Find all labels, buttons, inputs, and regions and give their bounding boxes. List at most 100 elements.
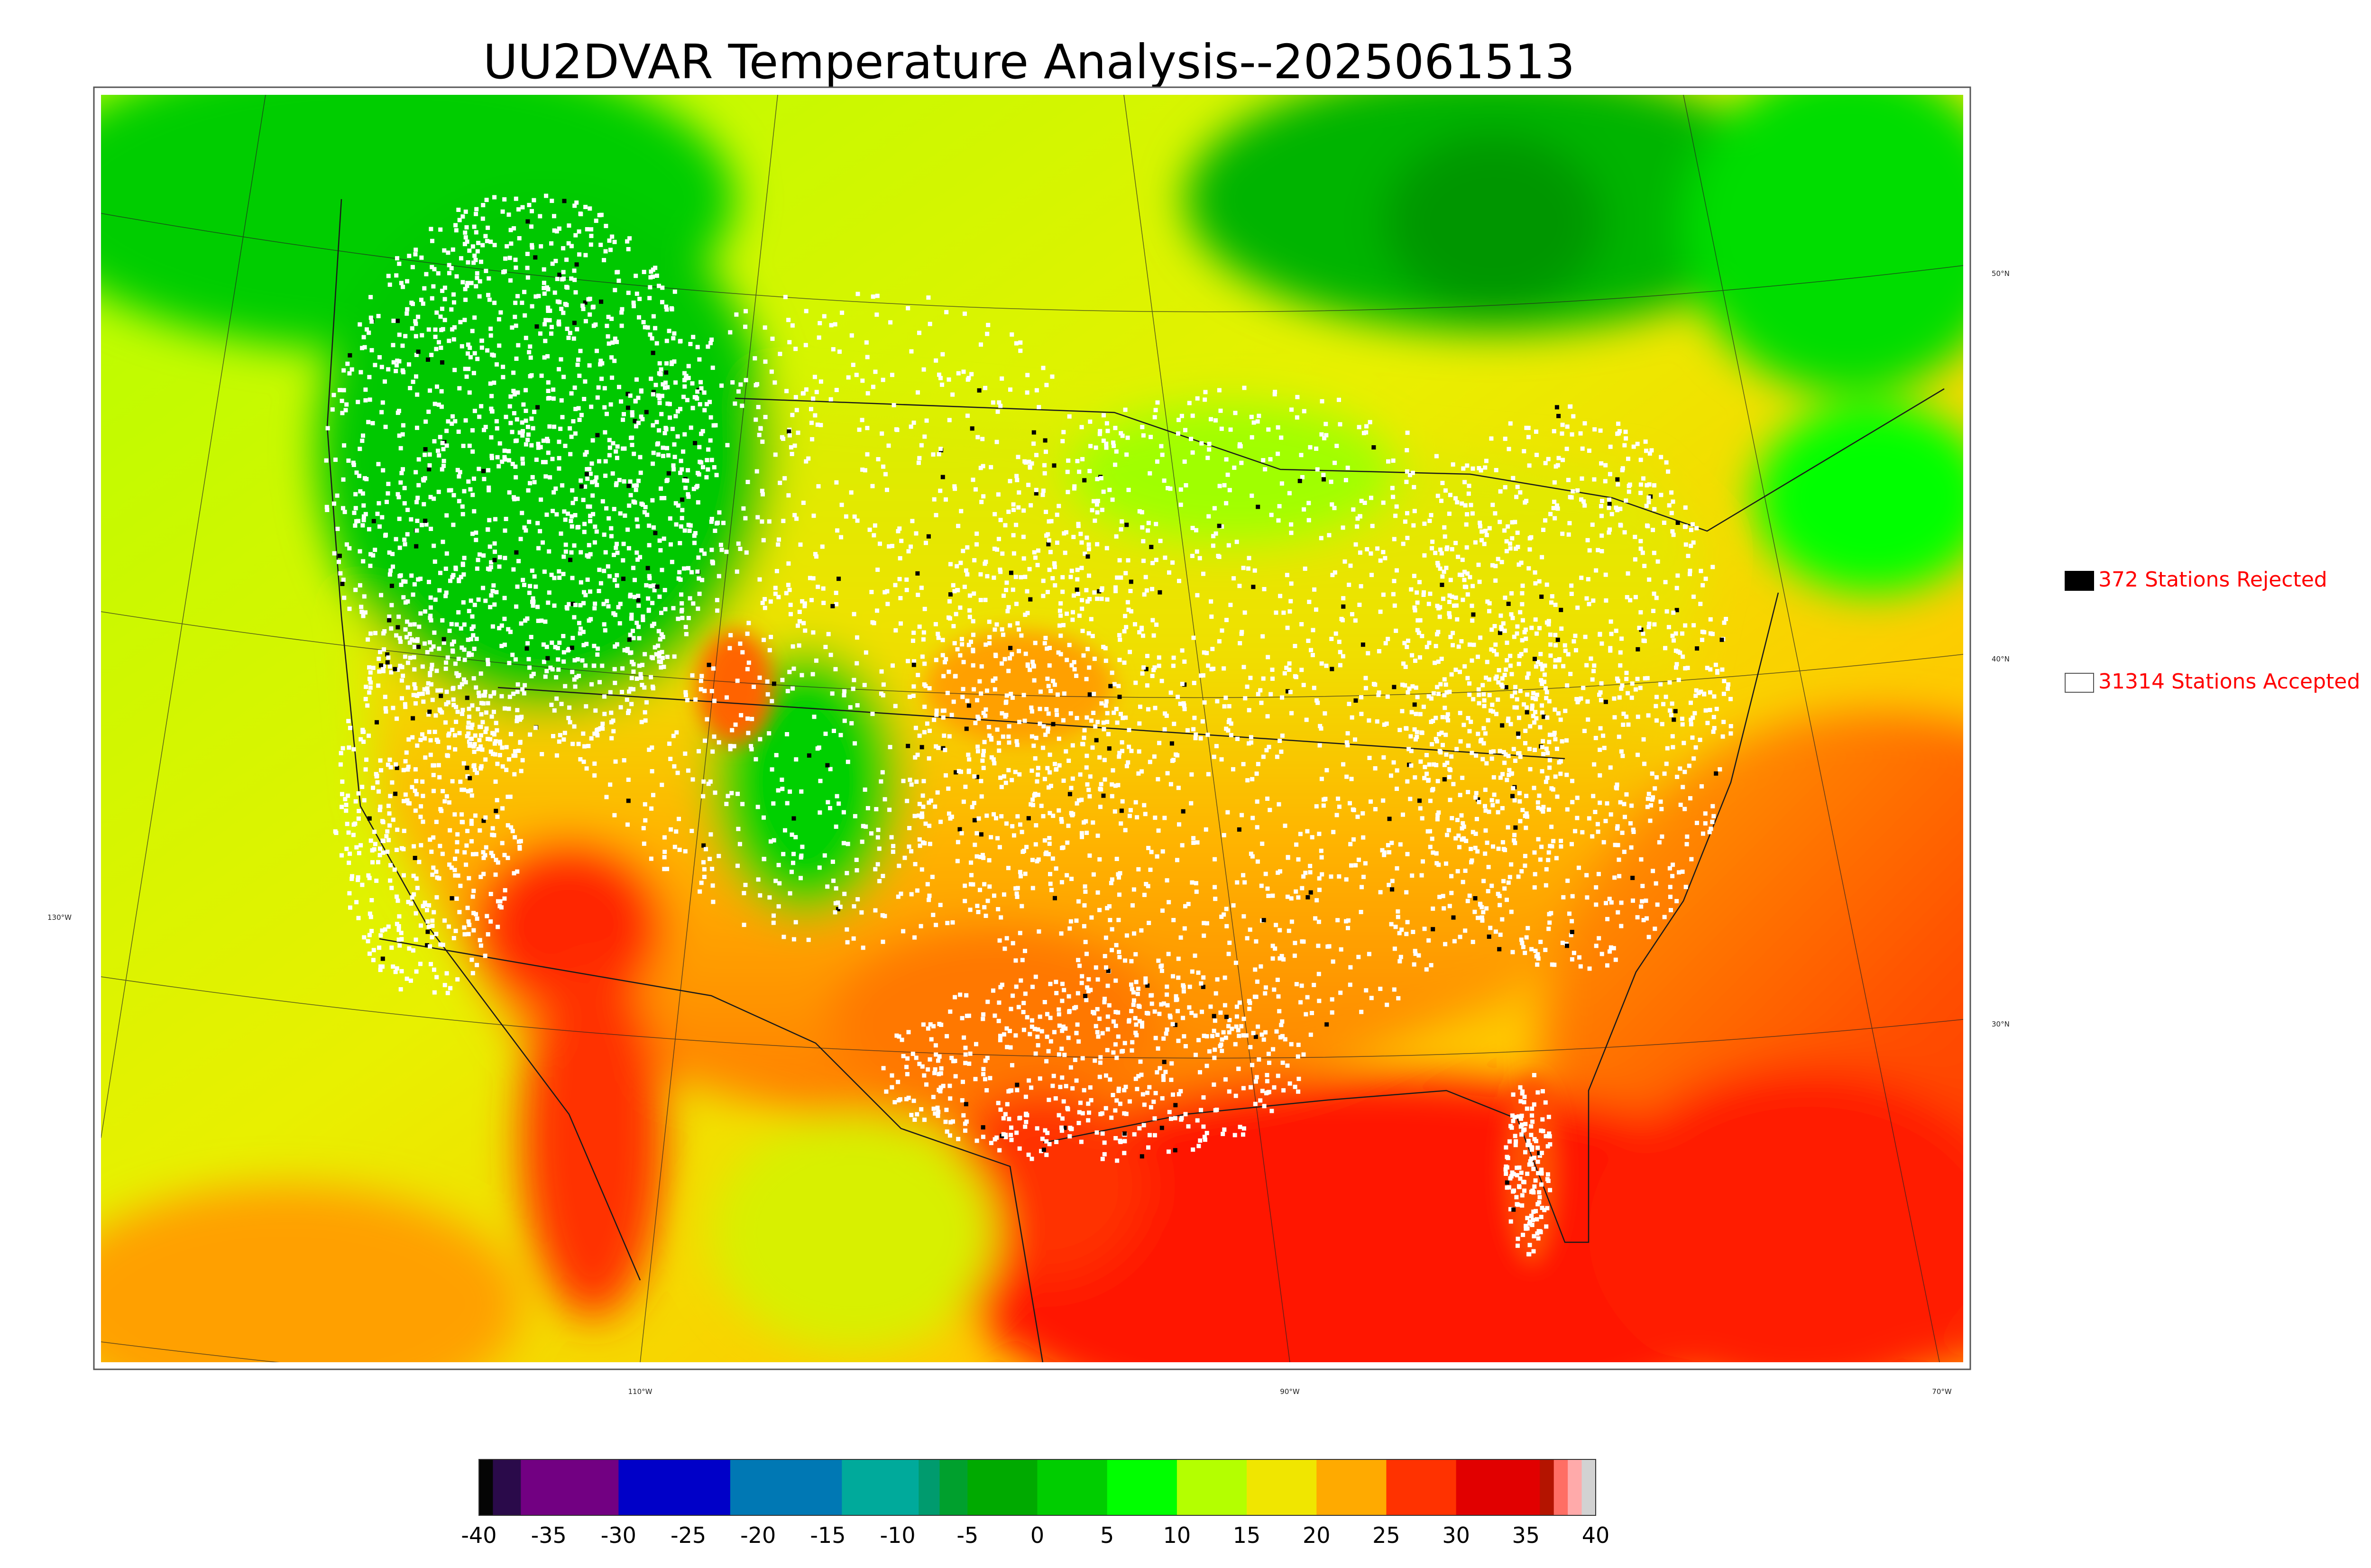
station-marker bbox=[1210, 647, 1215, 651]
station-marker bbox=[547, 396, 551, 400]
station-marker bbox=[1499, 627, 1504, 632]
station-marker bbox=[1422, 926, 1427, 931]
station-marker bbox=[1552, 731, 1557, 735]
station-marker bbox=[1294, 889, 1298, 894]
station-marker bbox=[983, 714, 988, 718]
station-marker bbox=[940, 352, 945, 357]
station-marker bbox=[1484, 675, 1488, 680]
station-marker bbox=[922, 1073, 927, 1078]
station-marker bbox=[1046, 726, 1050, 731]
station-marker bbox=[767, 895, 772, 900]
station-marker bbox=[1611, 946, 1616, 951]
station-marker bbox=[484, 268, 488, 273]
station-marker bbox=[1084, 753, 1089, 758]
station-marker bbox=[1506, 524, 1510, 529]
station-marker bbox=[1599, 681, 1604, 686]
station-marker bbox=[1053, 583, 1057, 587]
station-marker bbox=[481, 203, 486, 208]
station-marker bbox=[1295, 415, 1299, 420]
station-marker bbox=[1133, 680, 1138, 685]
station-marker bbox=[1276, 425, 1280, 430]
station-marker bbox=[401, 423, 405, 428]
station-marker bbox=[1515, 631, 1519, 636]
station-marker bbox=[760, 440, 765, 444]
station-marker bbox=[1551, 787, 1555, 792]
station-marker bbox=[1180, 648, 1185, 653]
station-marker bbox=[875, 293, 880, 298]
station-marker bbox=[1066, 759, 1071, 763]
station-marker bbox=[1619, 686, 1624, 691]
station-marker bbox=[340, 582, 345, 586]
station-marker bbox=[582, 530, 587, 534]
station-marker bbox=[1255, 825, 1259, 830]
station-marker bbox=[530, 569, 534, 573]
station-marker bbox=[1233, 1093, 1238, 1098]
station-marker bbox=[1462, 585, 1467, 589]
station-marker bbox=[1431, 787, 1435, 791]
station-marker bbox=[882, 797, 887, 802]
station-marker bbox=[483, 425, 488, 429]
station-marker bbox=[1265, 714, 1270, 719]
station-marker bbox=[562, 199, 567, 203]
station-marker bbox=[1204, 1064, 1209, 1068]
station-marker bbox=[1139, 928, 1144, 933]
station-marker bbox=[1500, 840, 1505, 844]
station-marker bbox=[651, 793, 655, 798]
station-marker bbox=[1462, 480, 1467, 485]
station-marker bbox=[909, 544, 913, 549]
station-marker bbox=[1591, 794, 1596, 798]
station-marker bbox=[1584, 596, 1589, 601]
station-marker bbox=[1057, 623, 1062, 628]
station-marker bbox=[1487, 609, 1491, 614]
station-marker bbox=[1015, 621, 1020, 626]
station-marker bbox=[1505, 898, 1509, 902]
station-marker bbox=[673, 501, 678, 505]
station-marker bbox=[512, 392, 517, 397]
station-marker bbox=[815, 422, 820, 427]
station-marker bbox=[521, 402, 526, 407]
station-marker bbox=[1084, 819, 1088, 824]
station-marker bbox=[472, 409, 477, 413]
station-marker bbox=[1404, 479, 1409, 484]
station-marker bbox=[1546, 622, 1551, 627]
station-marker bbox=[606, 334, 610, 339]
station-marker bbox=[1359, 910, 1363, 914]
station-marker bbox=[483, 730, 488, 734]
station-marker bbox=[615, 642, 619, 647]
station-marker bbox=[1640, 899, 1645, 904]
station-marker bbox=[1001, 633, 1005, 637]
station-marker bbox=[1075, 577, 1080, 582]
station-marker bbox=[1489, 883, 1494, 888]
station-marker bbox=[869, 831, 873, 836]
station-marker bbox=[699, 386, 704, 391]
station-marker bbox=[516, 343, 521, 348]
station-marker bbox=[786, 493, 791, 498]
station-marker bbox=[1273, 946, 1277, 951]
station-marker bbox=[414, 470, 418, 475]
station-marker bbox=[1595, 822, 1600, 826]
station-marker bbox=[452, 733, 457, 738]
station-marker bbox=[609, 355, 614, 360]
station-marker bbox=[657, 361, 662, 366]
station-marker bbox=[1113, 1136, 1118, 1140]
station-marker bbox=[828, 397, 833, 402]
station-marker bbox=[662, 867, 667, 871]
station-marker bbox=[1049, 519, 1054, 523]
station-marker bbox=[1169, 1117, 1173, 1121]
station-marker bbox=[1068, 919, 1073, 924]
station-marker bbox=[1105, 1048, 1110, 1053]
station-marker bbox=[521, 461, 525, 466]
station-marker bbox=[542, 322, 547, 327]
station-marker bbox=[612, 358, 617, 363]
station-marker bbox=[1450, 547, 1454, 551]
station-marker bbox=[1608, 648, 1613, 653]
station-marker bbox=[754, 757, 758, 761]
station-marker bbox=[880, 431, 884, 436]
station-marker bbox=[1207, 1049, 1212, 1054]
station-marker bbox=[1068, 575, 1073, 579]
station-marker bbox=[658, 372, 663, 376]
station-marker bbox=[1042, 777, 1047, 781]
station-marker bbox=[814, 554, 818, 559]
station-marker bbox=[1061, 1099, 1066, 1104]
station-marker bbox=[528, 355, 533, 360]
